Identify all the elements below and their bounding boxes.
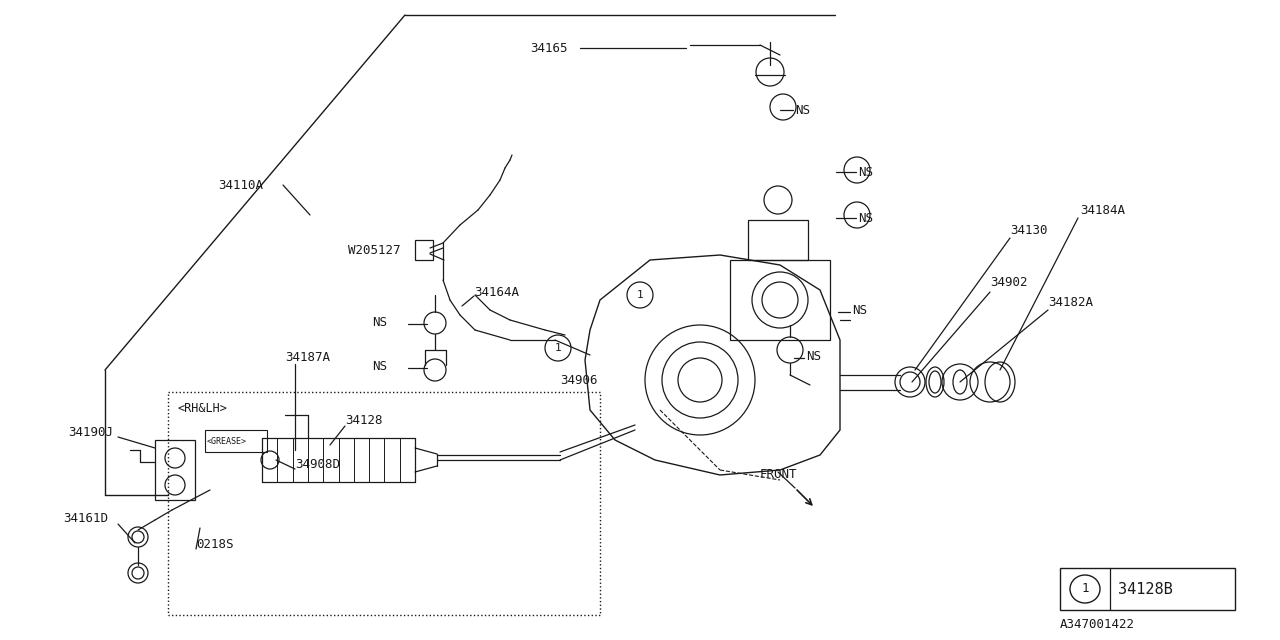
Text: NS: NS (372, 360, 387, 372)
Bar (415, 240, 433, 260)
Text: NS: NS (372, 316, 387, 328)
Text: 0218S: 0218S (196, 538, 233, 552)
Text: 1: 1 (1082, 582, 1089, 595)
Bar (748, 220, 808, 260)
Text: NS: NS (795, 104, 810, 116)
Text: 34128B: 34128B (1117, 582, 1172, 596)
Bar (1060, 568, 1235, 610)
Text: 34184A: 34184A (1080, 204, 1125, 216)
Text: 34187A: 34187A (285, 351, 330, 364)
Text: NS: NS (858, 211, 873, 225)
Bar (205, 430, 268, 452)
Text: A347001422: A347001422 (1060, 618, 1135, 632)
Text: NS: NS (858, 166, 873, 179)
Text: 34128: 34128 (346, 413, 383, 426)
Text: 34161D: 34161D (63, 513, 108, 525)
Text: 1: 1 (636, 290, 644, 300)
Text: 34190J: 34190J (68, 426, 113, 438)
Text: NS: NS (852, 303, 867, 317)
Bar (155, 440, 195, 500)
Text: W205127: W205127 (348, 243, 401, 257)
Text: 34906: 34906 (561, 374, 598, 387)
Text: 34182A: 34182A (1048, 296, 1093, 308)
Text: <RH&LH>: <RH&LH> (178, 401, 228, 415)
Text: 34130: 34130 (1010, 223, 1047, 237)
Text: 1: 1 (554, 343, 562, 353)
Text: 34164A: 34164A (474, 285, 518, 298)
Text: 34165: 34165 (530, 42, 567, 54)
Bar (730, 260, 829, 340)
Text: FRONT: FRONT (760, 467, 797, 481)
Text: <GREASE>: <GREASE> (207, 436, 247, 445)
Text: 34110A: 34110A (218, 179, 262, 191)
Text: 34902: 34902 (989, 275, 1028, 289)
Text: 34908D: 34908D (294, 458, 340, 470)
Text: NS: NS (806, 349, 820, 362)
